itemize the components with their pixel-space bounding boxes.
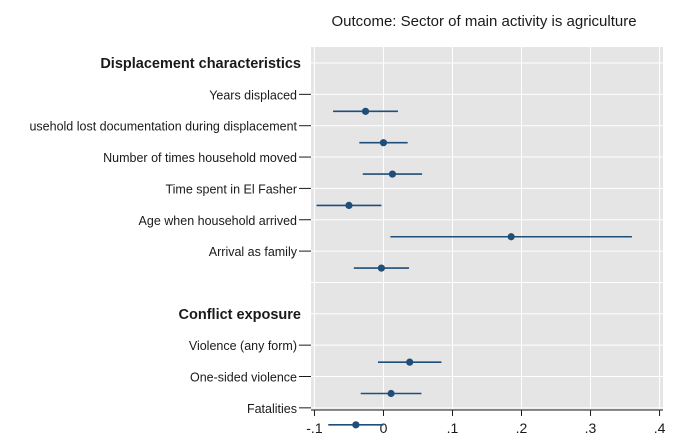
chart-title: Outcome: Sector of main activity is agri…: [331, 13, 636, 30]
category-label: Violence (any form): [189, 339, 297, 353]
estimates: [316, 107, 632, 429]
point-estimate: [406, 358, 414, 366]
point-estimate: [345, 201, 353, 209]
point-estimate: [377, 264, 385, 272]
category-label: usehold lost documentation during displa…: [29, 120, 297, 134]
plot-area: [311, 47, 663, 410]
group-label: Conflict exposure: [179, 307, 301, 323]
point-estimate: [387, 389, 395, 398]
x-tick-label: .1: [447, 420, 459, 436]
grid-lines: [311, 47, 663, 410]
category-label: Fatalities: [247, 402, 297, 416]
x-tick-label: .4: [654, 420, 666, 436]
x-tick-label: .2: [516, 420, 528, 436]
point-estimate: [379, 139, 388, 147]
x-tick-label: -.1: [306, 420, 323, 436]
category-label: Arrival as family: [209, 245, 298, 259]
point-estimate: [361, 107, 370, 115]
category-labels: Displacement characteristics Years displa…: [29, 56, 311, 416]
point-estimate: [388, 170, 397, 178]
point-estimate: [507, 233, 515, 241]
category-label: Number of times household moved: [103, 151, 297, 165]
x-tick-label: .3: [585, 420, 597, 436]
point-estimate: [352, 421, 360, 429]
category-label: Years displaced: [209, 88, 297, 102]
x-axis: -.1 0 .1 .2 .3 .4: [306, 409, 666, 436]
category-label: Time spent in El Fasher: [165, 182, 297, 196]
category-label: One-sided violence: [190, 371, 297, 385]
group-label: Displacement characteristics: [100, 56, 301, 72]
x-tick-label: 0: [380, 420, 388, 436]
category-label: Age when household arrived: [139, 214, 297, 228]
